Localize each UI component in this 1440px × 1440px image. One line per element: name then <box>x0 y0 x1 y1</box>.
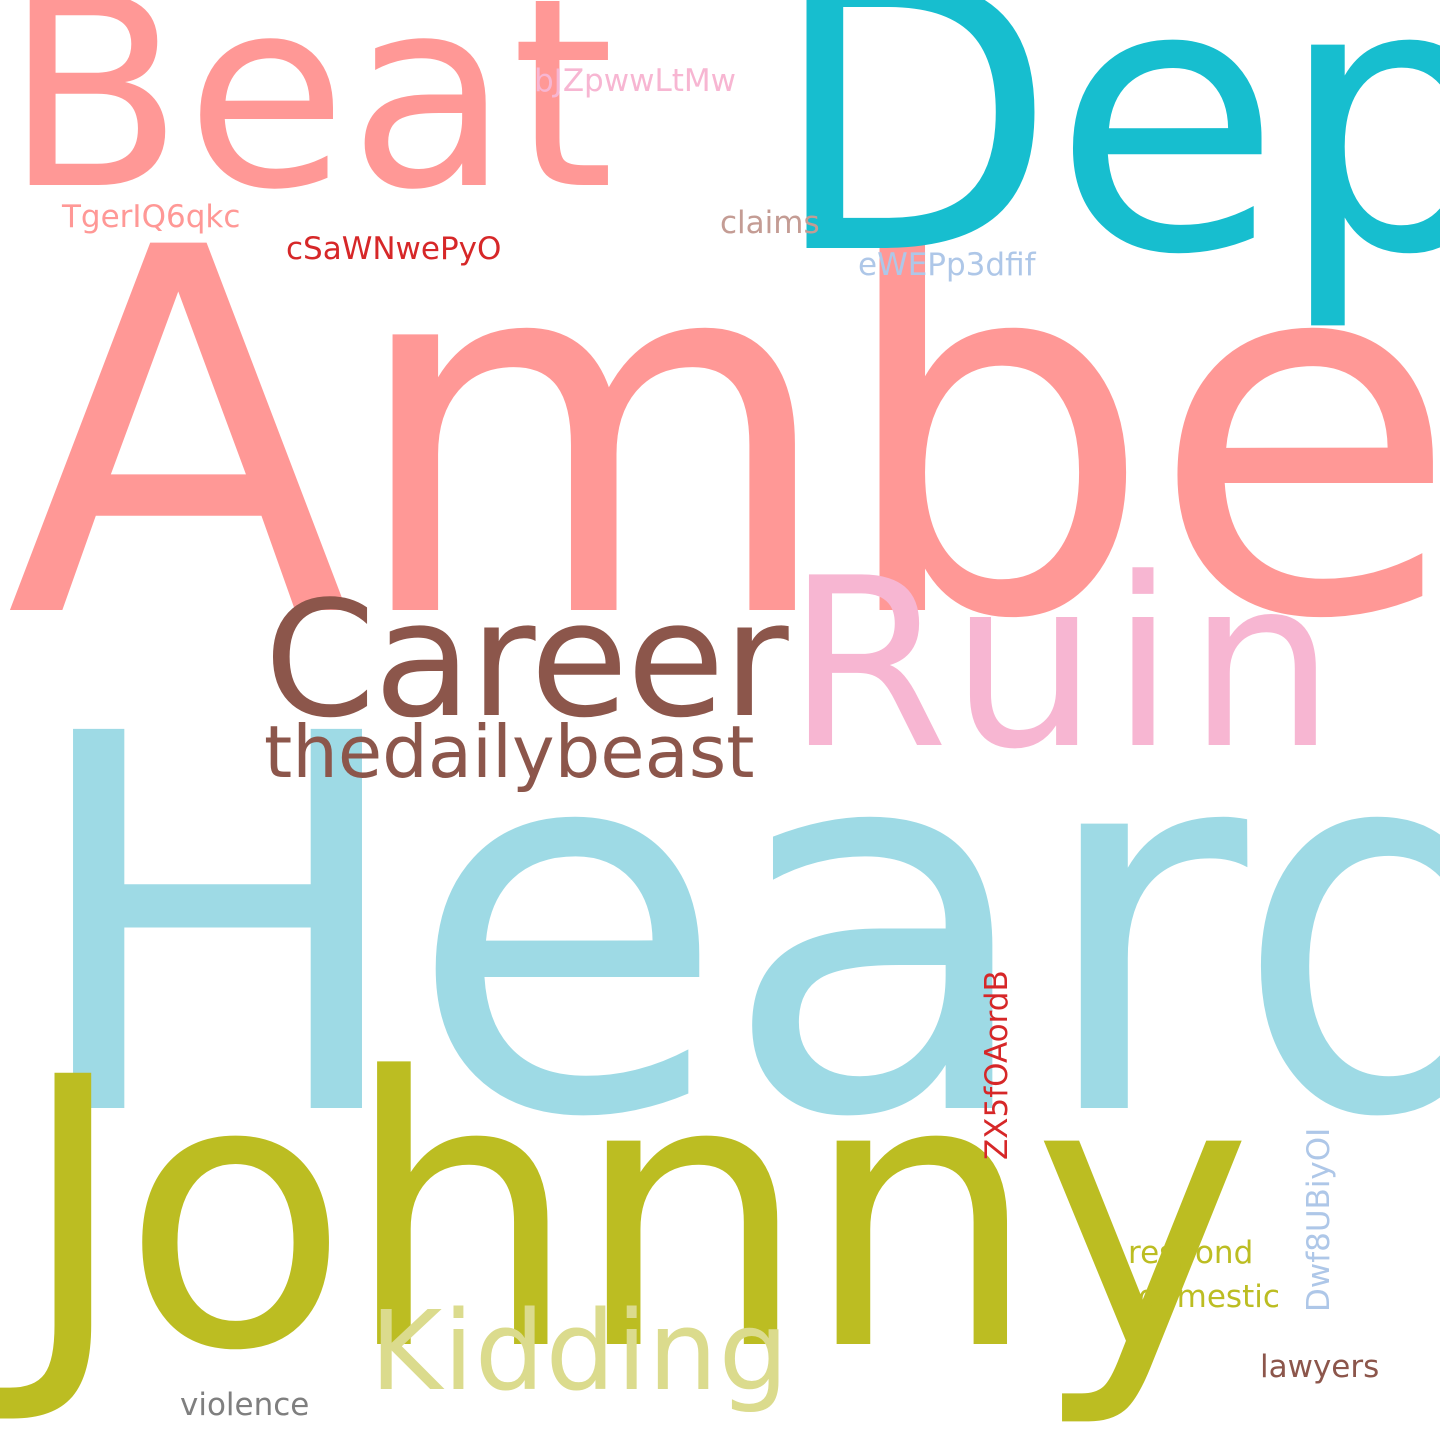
word-heard: Heard <box>22 625 1440 1231</box>
word-violence: violence <box>180 1387 310 1423</box>
word-beat: Beat <box>4 0 617 247</box>
word-claims: claims <box>720 205 820 241</box>
word-lawyers: lawyers <box>1260 1349 1380 1385</box>
word-kidding: Kidding <box>370 1287 790 1415</box>
word-csawnwepyo: cSaWNwePyO <box>286 231 502 267</box>
word-ruin: Ruin <box>786 529 1348 801</box>
word-johnny: Johnny <box>18 999 1253 1432</box>
word-career: Career <box>264 566 789 753</box>
word-respond: respond <box>1128 1235 1254 1271</box>
word-bjzpwwltmw: bJZpwwLtMw <box>534 63 736 99</box>
word-zx5foaordb: ZX5fOAordB <box>979 970 1015 1160</box>
word-dwf8ubiyoi: Dwf8UBiyOI <box>1301 1127 1337 1312</box>
word-tgeriq6qkc: TgerIQ6qkc <box>62 199 241 235</box>
word-domestic: domestic <box>1138 1279 1280 1315</box>
word-depp: Depp <box>770 0 1440 336</box>
word-amber: Amber <box>6 142 1440 729</box>
word-ewepp3dfif: eWEPp3dfif <box>858 247 1036 283</box>
word-thedailybeast: thedailybeast <box>264 710 755 794</box>
